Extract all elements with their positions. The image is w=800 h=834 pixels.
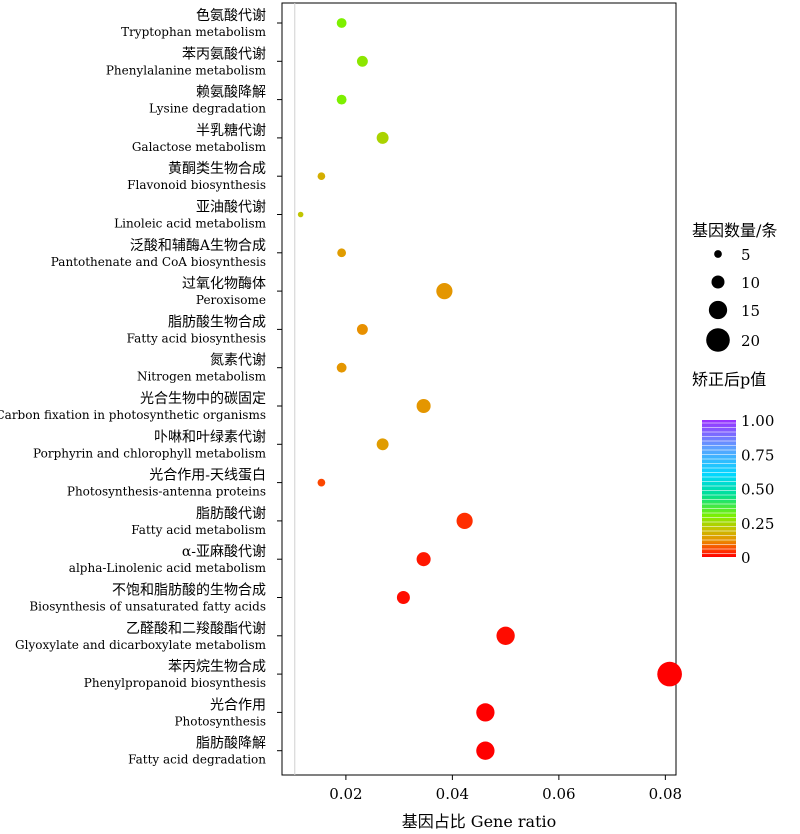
color-legend-label: 0 <box>741 549 751 567</box>
term-label-zh: 不饱和脂肪酸的生物合成 <box>112 583 266 599</box>
term-label-en: Fatty acid metabolism <box>131 523 266 537</box>
term-label-zh: α-亚麻酸代谢 <box>182 544 266 560</box>
term-label-en: Tryptophan metabolism <box>121 25 267 39</box>
term-label-zh: 半乳糖代谢 <box>196 123 266 139</box>
data-point <box>297 211 304 218</box>
term-label-en: Photosynthesis-antenna proteins <box>67 485 266 499</box>
term-label-en: Biosynthesis of unsaturated fatty acids <box>29 600 266 614</box>
color-legend-label: 1.00 <box>741 412 774 430</box>
term-label-en: Pantothenate and CoA biosynthesis <box>51 255 266 269</box>
data-point <box>336 94 347 105</box>
size-legend-label: 15 <box>741 302 760 320</box>
size-legend-dot <box>706 328 730 352</box>
data-point <box>416 398 431 414</box>
data-point <box>416 552 431 567</box>
term-label-zh: 乙醛酸和二羧酸酯代谢 <box>126 621 266 637</box>
term-label-zh: 泛酸和辅酶A生物合成 <box>130 238 266 254</box>
color-legend-label: 0.75 <box>741 446 774 464</box>
term-label-zh: 赖氨酸降解 <box>196 85 266 101</box>
term-label-en: Porphyrin and chlorophyll metabolism <box>33 446 267 460</box>
data-point <box>436 283 453 300</box>
plot-area: 0.02 0.04 0.06 0.08 <box>277 2 682 803</box>
term-label-en: Photosynthesis <box>174 714 266 728</box>
data-point <box>356 55 368 67</box>
plot-frame <box>281 2 677 776</box>
data-point <box>336 18 347 28</box>
term-label-zh: 脂肪酸降解 <box>196 736 266 752</box>
data-point <box>396 591 410 604</box>
term-label-en: Fatty acid biosynthesis <box>127 331 266 345</box>
size-legend-label: 20 <box>741 332 760 350</box>
data-point <box>336 362 347 373</box>
term-label-en: Linoleic acid metabolism <box>114 217 266 231</box>
size-legend-title: 基因数量/条 <box>692 221 777 240</box>
data-point <box>317 478 326 487</box>
color-legend-ticks: 1.00 0.75 0.50 0.25 0 <box>741 412 774 567</box>
color-legend-label: 0.50 <box>741 481 774 499</box>
data-point <box>356 323 368 335</box>
term-label-zh: 过氧化物酶体 <box>182 276 266 292</box>
x-tick-label: 0.04 <box>436 785 469 803</box>
data-point <box>476 741 495 760</box>
term-label-en: Flavonoid biosynthesis <box>127 178 266 192</box>
data-points <box>297 18 682 760</box>
term-label-zh: 黄酮类生物合成 <box>168 160 266 177</box>
term-label-zh: 光合作用-天线蛋白 <box>149 468 266 484</box>
term-label-zh: 苯丙氨酸代谢 <box>182 45 266 62</box>
term-label-en: Lysine degradation <box>149 102 266 116</box>
term-label-en: Fatty acid degradation <box>128 753 266 767</box>
term-label-zh: 卟啉和叶绿素代谢 <box>154 429 266 445</box>
data-point <box>317 172 326 181</box>
term-label-en: Peroxisome <box>196 293 266 307</box>
term-label-en: alpha-Linolenic acid metabolism <box>69 561 267 575</box>
x-tick-label: 0.06 <box>542 785 575 803</box>
size-legend-dot <box>711 275 725 289</box>
x-axis-title: 基因占比 Gene ratio <box>402 812 557 831</box>
x-ticks: 0.02 0.04 0.06 0.08 <box>329 775 682 803</box>
size-legend-items: 5 10 15 20 <box>706 246 760 352</box>
x-tick-label: 0.02 <box>329 785 362 803</box>
size-legend: 基因数量/条 5 10 15 20 <box>692 221 777 352</box>
color-legend-title: 矫正后p值 <box>692 370 766 389</box>
data-point <box>376 131 389 144</box>
size-legend-dot <box>714 250 722 258</box>
x-tick-label: 0.08 <box>649 785 682 803</box>
data-point <box>496 626 515 645</box>
term-label-zh: 亚油酸代谢 <box>196 200 266 216</box>
term-label-zh: 氮素代谢 <box>210 353 266 369</box>
data-point <box>456 512 473 529</box>
color-legend-label: 0.25 <box>741 515 774 533</box>
term-label-zh: 苯丙烷生物合成 <box>168 658 266 675</box>
term-label-zh: 脂肪酸生物合成 <box>168 314 266 330</box>
data-point <box>657 661 682 687</box>
term-label-zh: 色氨酸代谢 <box>196 7 266 24</box>
term-label-en: Nitrogen metabolism <box>137 370 267 384</box>
size-legend-dot <box>708 300 728 320</box>
term-label-en: Galactose metabolism <box>132 140 267 154</box>
term-label-zh: 脂肪酸代谢 <box>196 506 266 522</box>
term-label-en: Glyoxylate and dicarboxylate metabolism <box>15 638 267 652</box>
color-bar <box>702 420 736 557</box>
data-point <box>337 248 347 258</box>
data-point <box>476 703 495 722</box>
color-legend: 矫正后p值 1.00 0.75 0.50 0.25 0 <box>692 370 774 567</box>
term-label-en: Carbon fixation in photosynthetic organi… <box>0 408 266 422</box>
term-label-zh: 光合生物中的碳固定 <box>140 391 266 407</box>
size-legend-label: 5 <box>741 246 751 264</box>
term-label-en: Phenylpropanoid biosynthesis <box>84 676 266 690</box>
term-label-en: Phenylalanine metabolism <box>106 63 267 77</box>
size-legend-label: 10 <box>741 274 760 292</box>
color-bar-stripes <box>702 422 736 554</box>
y-tick-marks <box>277 22 282 752</box>
term-label-zh: 光合作用 <box>210 697 266 713</box>
data-point <box>376 438 389 451</box>
